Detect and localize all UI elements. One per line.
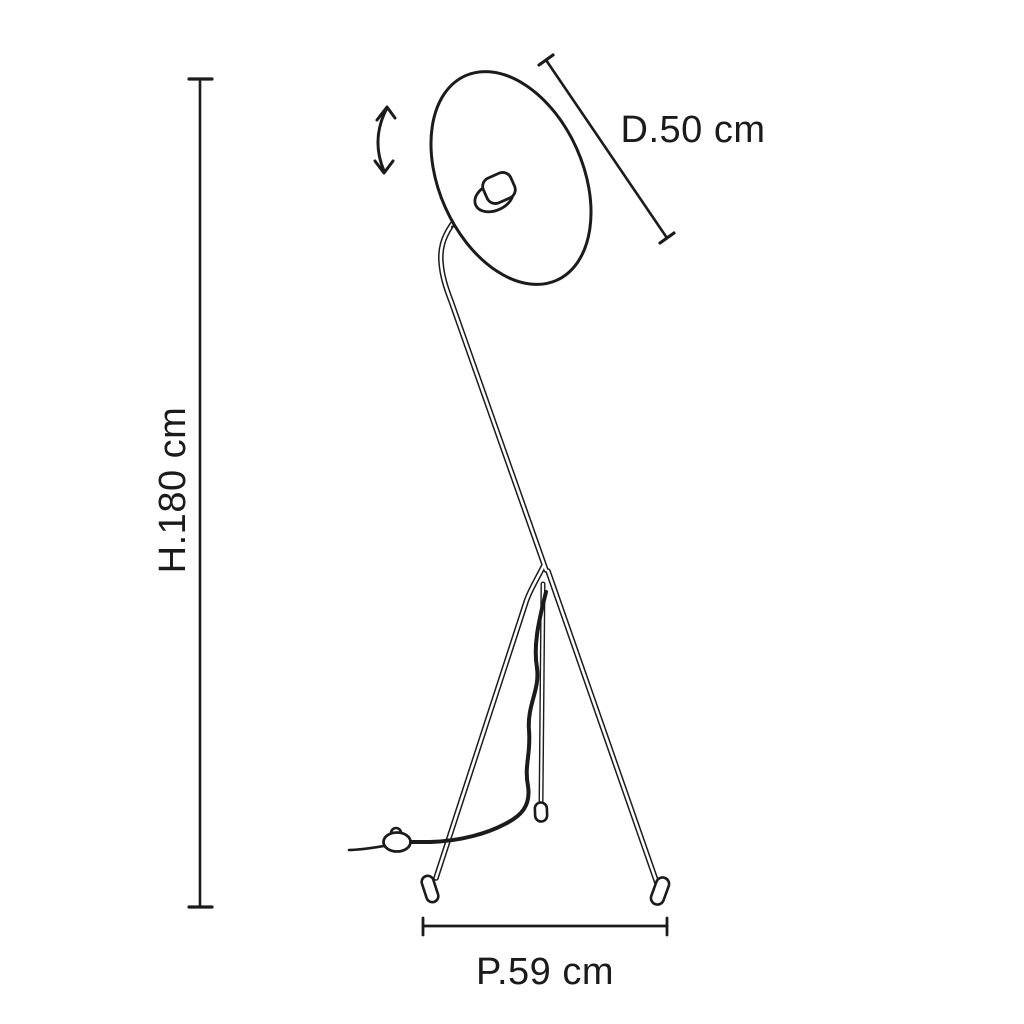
lamp-feet xyxy=(420,801,671,906)
depth-dimension: P.59 cm xyxy=(421,916,669,993)
lamp-drawing xyxy=(347,70,671,906)
front-left-leg-core xyxy=(434,563,546,880)
lamp-frame-core xyxy=(434,208,660,888)
tilt-arrow-head-up xyxy=(375,105,397,122)
back-leg-core xyxy=(539,582,545,808)
tilt-arrow-shaft xyxy=(376,108,388,173)
depth-dimension-label: P.59 cm xyxy=(476,951,614,993)
diameter-dimension-line xyxy=(544,58,669,240)
cord-switch-body xyxy=(382,831,412,853)
height-dimension-label: H.180 cm xyxy=(152,407,194,574)
diameter-dimension-tick-bottom xyxy=(658,231,676,245)
diameter-dimension: D.50 cm xyxy=(537,53,766,245)
socket-knob xyxy=(481,171,517,205)
cord-tail xyxy=(347,844,386,852)
front-left-foot xyxy=(420,874,440,904)
lamp-frame-outline xyxy=(433,207,661,889)
tilt-range-arrow-icon xyxy=(373,105,397,175)
front-right-foot xyxy=(649,876,671,906)
diameter-dimension-tick-top xyxy=(537,53,555,67)
front-right-leg-core xyxy=(546,569,660,888)
height-dimension: H.180 cm xyxy=(152,77,214,909)
cord-switch xyxy=(382,826,412,853)
cord-main xyxy=(408,590,548,844)
lamp-socket-knob xyxy=(473,171,517,214)
back-foot xyxy=(533,801,549,823)
power-cord xyxy=(347,590,548,852)
stem-tube-core xyxy=(439,208,548,572)
tilt-arrow-head-down xyxy=(373,159,395,175)
diameter-dimension-label: D.50 cm xyxy=(621,109,766,151)
